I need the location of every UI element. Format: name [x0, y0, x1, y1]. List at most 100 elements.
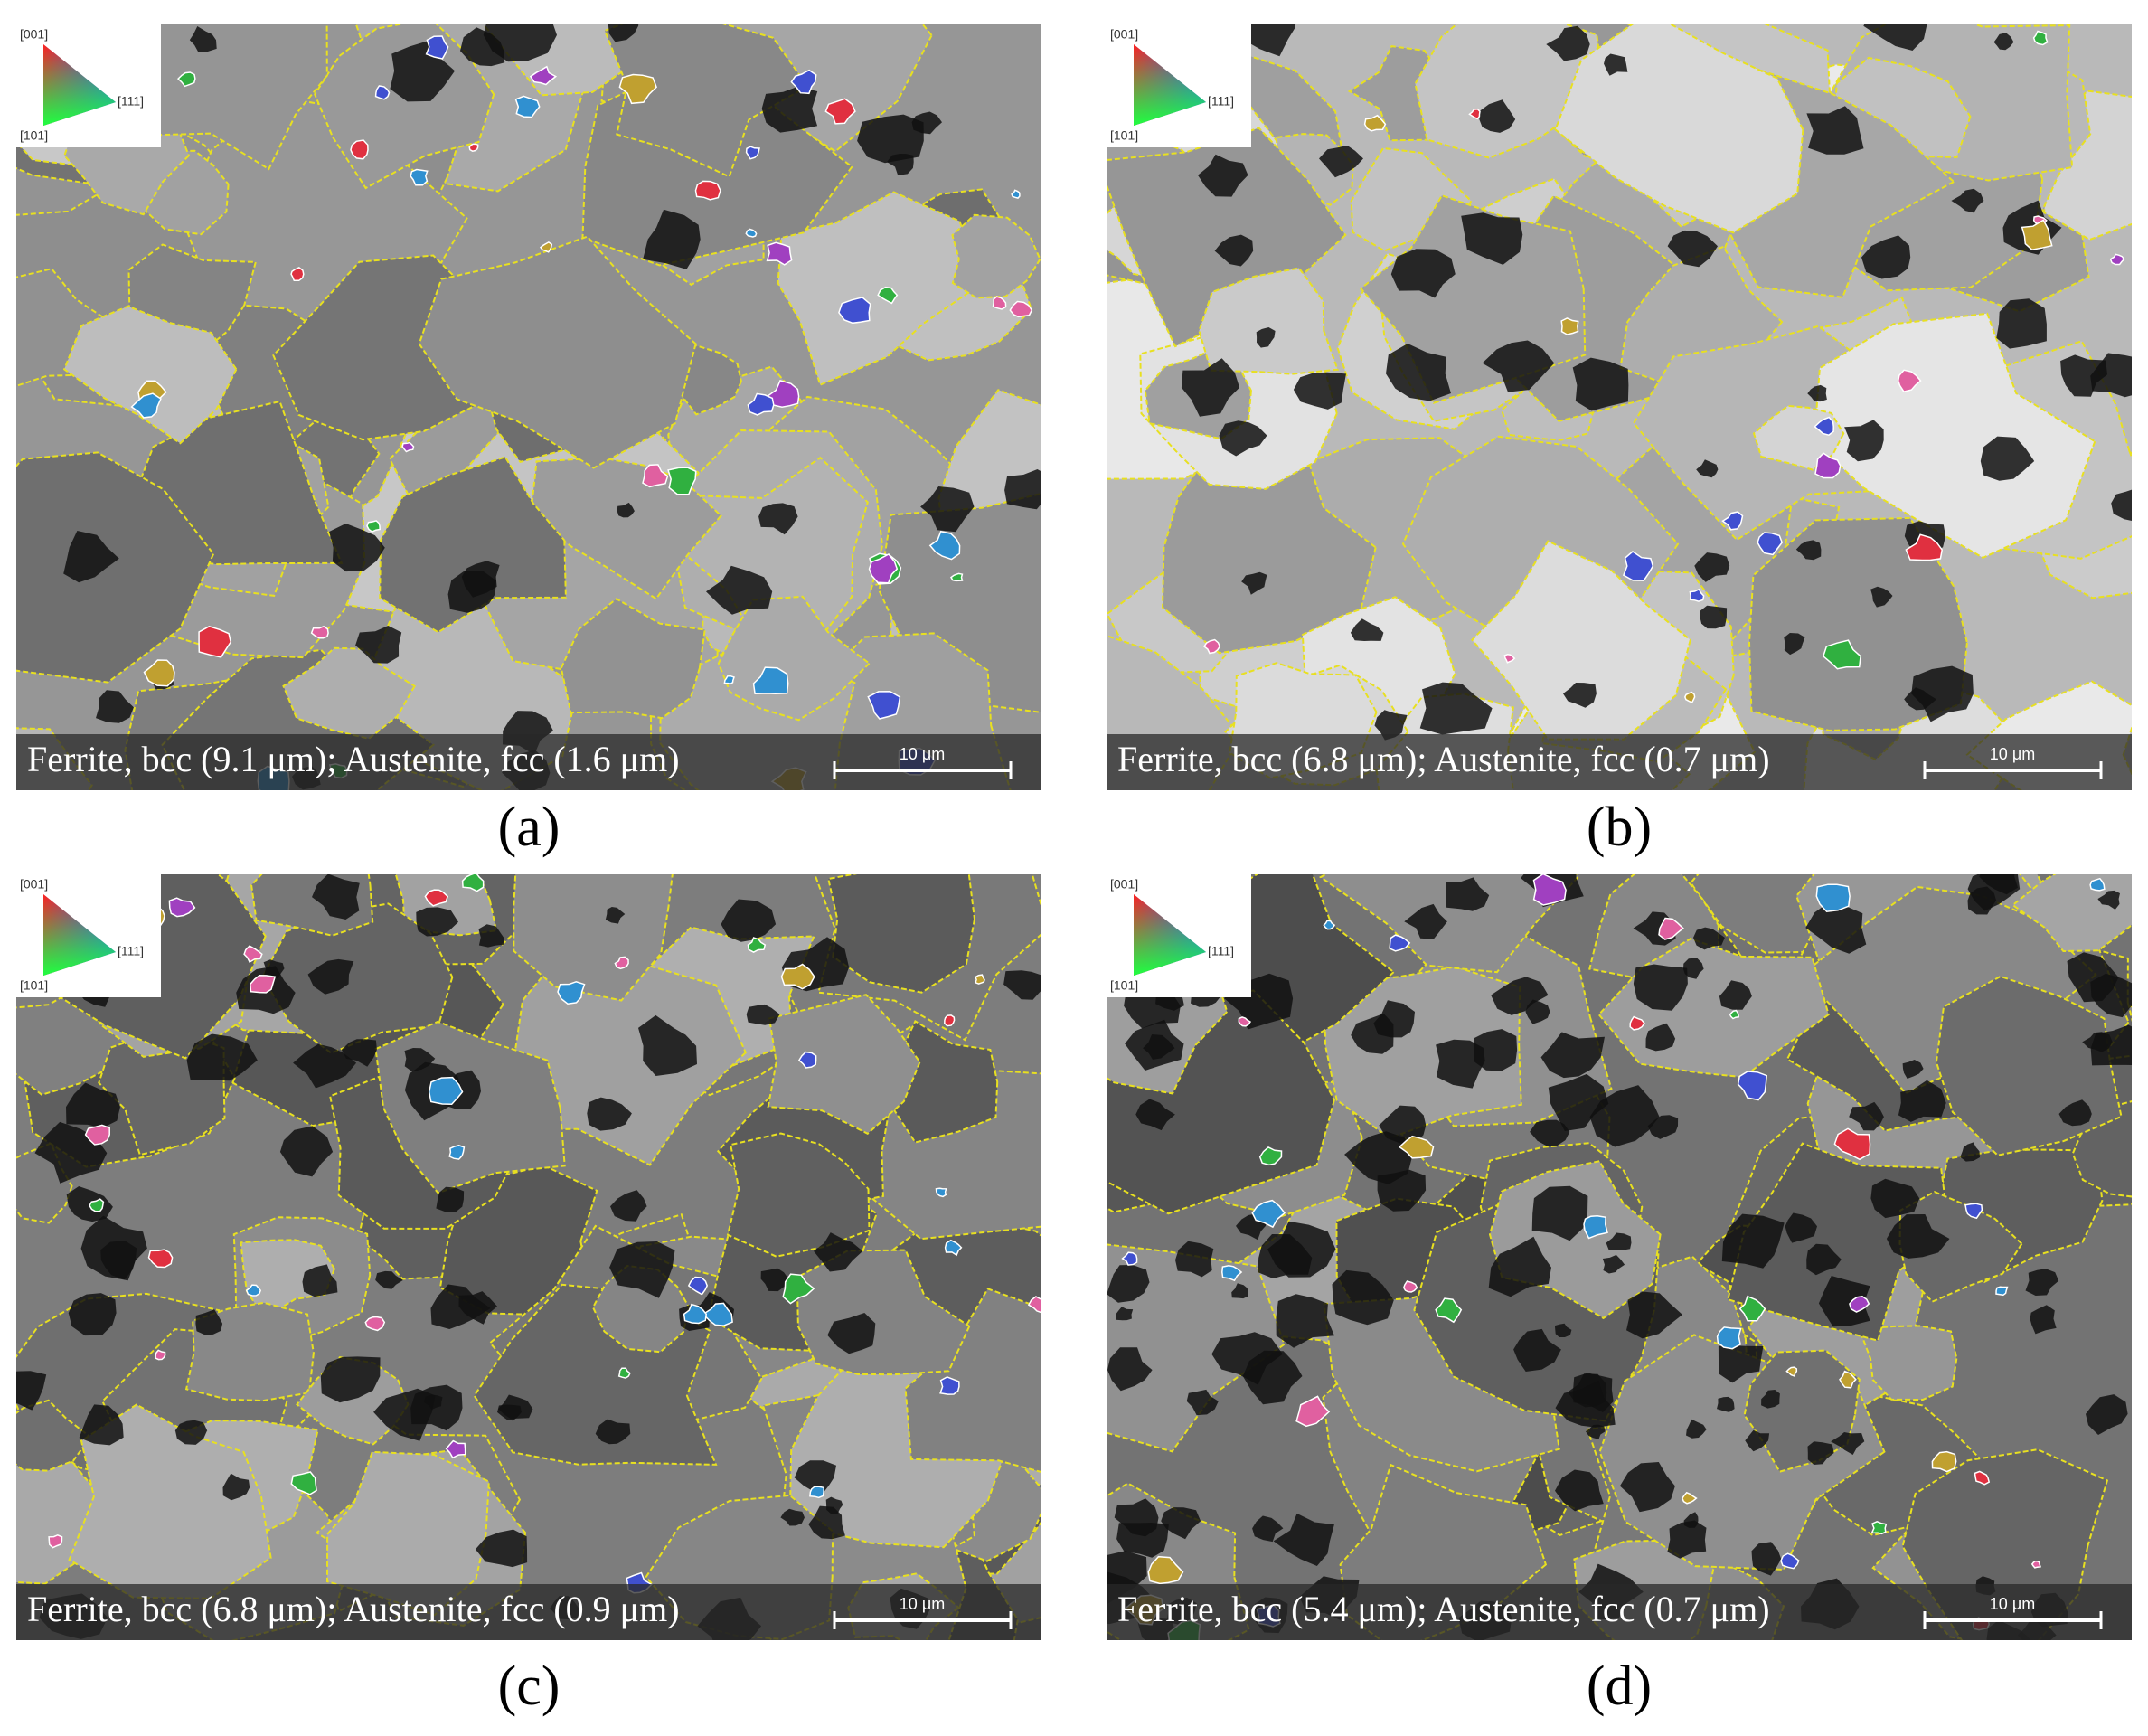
- austenite-grain: [1897, 369, 1922, 392]
- dark-region: [2090, 353, 2132, 398]
- austenite-grain: [514, 95, 541, 118]
- dark-region: [1645, 1023, 1676, 1052]
- scale-bar-label: 10 μm: [900, 745, 945, 763]
- dark-region: [1696, 459, 1719, 478]
- austenite-grain: [529, 65, 558, 86]
- austenite-grain: [745, 228, 758, 238]
- dark-region: [608, 24, 639, 42]
- austenite-grain: [310, 625, 329, 639]
- dark-region: [1273, 1513, 1334, 1566]
- dark-region: [174, 1420, 208, 1445]
- austenite-grain: [1503, 654, 1516, 664]
- austenite-grain: [1964, 1203, 1983, 1220]
- dark-region: [825, 1496, 843, 1514]
- dark-region: [1332, 1269, 1394, 1326]
- austenite-grain: [410, 168, 429, 186]
- austenite-grain: [539, 241, 553, 253]
- austenite-grain: [1738, 1295, 1766, 1322]
- dark-region: [1805, 901, 1867, 954]
- dark-region: [1785, 1212, 1817, 1243]
- grain: [1414, 24, 1605, 159]
- austenite-grain: [2030, 1560, 2042, 1569]
- grain: [1161, 438, 1377, 655]
- austenite-grain: [790, 69, 817, 95]
- austenite-grain: [1780, 1552, 1800, 1570]
- dark-region: [2060, 354, 2107, 397]
- dark-region: [63, 531, 119, 583]
- dark-region: [1602, 1254, 1625, 1274]
- austenite-grain: [683, 1303, 707, 1325]
- austenite-grain: [374, 85, 391, 100]
- austenite-grain: [782, 1273, 815, 1305]
- austenite-grain: [364, 1316, 386, 1332]
- dark-region: [1831, 1432, 1865, 1455]
- dark-region: [1461, 212, 1523, 265]
- dark-region: [1491, 976, 1549, 1015]
- dark-region: [1513, 1328, 1561, 1372]
- caption: Ferrite, bcc (5.4 μm); Austenite, fcc (0…: [1117, 1589, 1770, 1629]
- austenite-grain: [723, 675, 735, 685]
- dark-region: [1267, 1221, 1336, 1278]
- dark-region: [1555, 1469, 1604, 1512]
- austenite-grain: [747, 392, 775, 416]
- austenite-grain: [1402, 1280, 1418, 1293]
- dark-region: [1404, 903, 1447, 939]
- dark-region: [1586, 1424, 1606, 1439]
- austenite-grain: [1009, 300, 1033, 318]
- austenite-grain: [1398, 1135, 1435, 1159]
- austenite-grain: [250, 975, 277, 994]
- dark-region: [1996, 298, 2047, 349]
- ipf-triangle-green: [43, 894, 116, 976]
- austenite-grain: [780, 963, 815, 990]
- austenite-grain: [824, 98, 856, 125]
- dark-region: [307, 958, 354, 995]
- austenite-grain: [1363, 114, 1387, 132]
- dark-region: [1319, 146, 1363, 178]
- dark-region: [1721, 1213, 1785, 1269]
- dark-region: [80, 1215, 147, 1281]
- dark-region: [96, 690, 134, 723]
- dark-region: [1390, 249, 1456, 298]
- austenite-grain: [1682, 1491, 1698, 1505]
- dark-region: [1647, 1115, 1679, 1139]
- dark-region: [2030, 1305, 2057, 1335]
- dark-region: [1531, 1185, 1588, 1241]
- austenite-grain: [168, 897, 196, 918]
- austenite-grain: [1027, 1296, 1041, 1314]
- austenite-grain: [928, 530, 961, 561]
- austenite-grain: [48, 1533, 63, 1549]
- austenite-grain: [1258, 1146, 1283, 1166]
- grain: [62, 305, 238, 445]
- legend-bottom: [101]: [20, 128, 48, 143]
- austenite-grain: [1202, 638, 1221, 655]
- dark-region: [1993, 33, 2014, 51]
- austenite-grain: [1974, 1470, 1991, 1486]
- austenite-grain: [130, 392, 162, 419]
- austenite-grain: [448, 1145, 466, 1160]
- grain: [904, 1288, 1041, 1474]
- dark-region: [1861, 235, 1911, 279]
- legend-right: [111]: [1208, 944, 1234, 958]
- dark-region: [1667, 230, 1718, 268]
- austenite-grain: [1716, 1326, 1742, 1350]
- grain: [1318, 874, 1579, 974]
- dark-region: [1004, 469, 1041, 510]
- legend-bottom: [101]: [20, 978, 48, 993]
- micrograph-panel: [001] [111] [101] Ferrite, bcc (6.8 μm); Au…: [1107, 24, 2132, 790]
- dark-region: [1863, 24, 1927, 51]
- dark-region: [186, 1033, 258, 1081]
- dark-region: [1951, 188, 1984, 213]
- micrograph-panel: [001] [111] [101] Ferrite, bcc (6.8 μm); Au…: [16, 874, 1041, 1640]
- austenite-grain: [944, 1014, 956, 1027]
- austenite-grain: [1729, 1009, 1740, 1020]
- dark-region: [887, 154, 914, 175]
- dark-region: [1479, 99, 1516, 133]
- grain: [261, 902, 454, 1054]
- austenite-grain: [401, 441, 415, 453]
- dark-region: [721, 899, 777, 942]
- austenite-grain: [243, 945, 263, 964]
- austenite-grain: [687, 1276, 709, 1296]
- dark-region: [1870, 586, 1893, 608]
- dark-region: [1902, 1060, 1924, 1079]
